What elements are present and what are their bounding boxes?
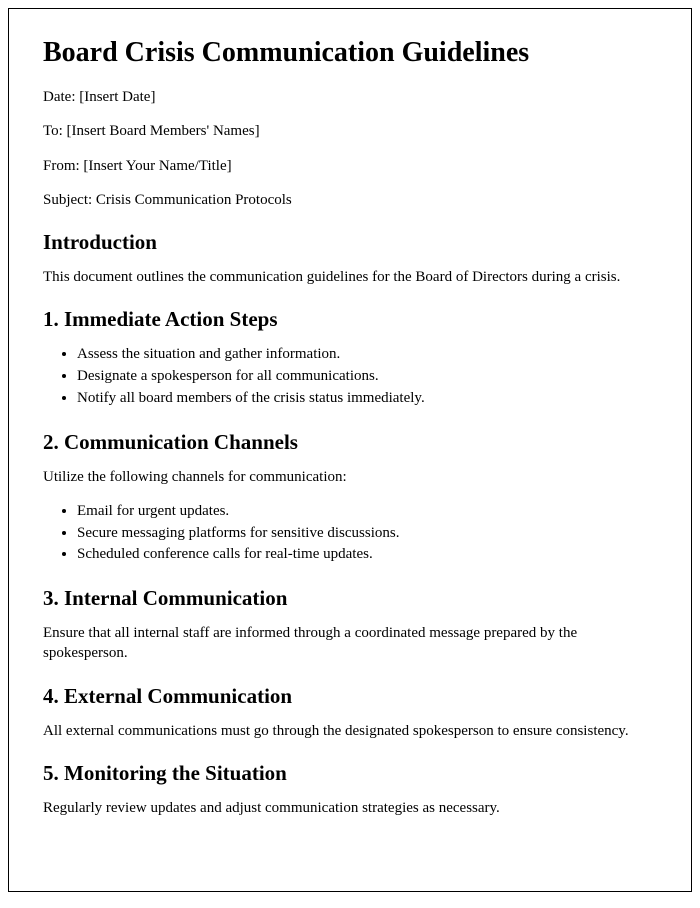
- heading-section-3: 3. Internal Communication: [43, 586, 657, 611]
- meta-date: Date: [Insert Date]: [43, 87, 657, 107]
- heading-introduction: Introduction: [43, 230, 657, 255]
- list-item: Secure messaging platforms for sensitive…: [77, 523, 657, 545]
- list-item: Email for urgent updates.: [77, 501, 657, 523]
- section-5-body: Regularly review updates and adjust comm…: [43, 798, 657, 818]
- heading-section-2: 2. Communication Channels: [43, 430, 657, 455]
- intro-body: This document outlines the communication…: [43, 267, 657, 287]
- heading-section-5: 5. Monitoring the Situation: [43, 761, 657, 786]
- list-item: Scheduled conference calls for real-time…: [77, 544, 657, 566]
- meta-from: From: [Insert Your Name/Title]: [43, 156, 657, 176]
- list-item: Assess the situation and gather informat…: [77, 344, 657, 366]
- page-title: Board Crisis Communication Guidelines: [43, 37, 657, 69]
- section-3-body: Ensure that all internal staff are infor…: [43, 623, 657, 664]
- list-item: Notify all board members of the crisis s…: [77, 388, 657, 410]
- section-2-lead: Utilize the following channels for commu…: [43, 467, 657, 487]
- heading-section-1: 1. Immediate Action Steps: [43, 307, 657, 332]
- heading-section-4: 4. External Communication: [43, 684, 657, 709]
- meta-to: To: [Insert Board Members' Names]: [43, 121, 657, 141]
- meta-subject: Subject: Crisis Communication Protocols: [43, 190, 657, 210]
- section-4-body: All external communications must go thro…: [43, 721, 657, 741]
- meta-block: Date: [Insert Date] To: [Insert Board Me…: [43, 87, 657, 210]
- list-section-1: Assess the situation and gather informat…: [77, 344, 657, 409]
- list-item: Designate a spokesperson for all communi…: [77, 366, 657, 388]
- document-page: Board Crisis Communication Guidelines Da…: [8, 8, 692, 892]
- list-section-2: Email for urgent updates. Secure messagi…: [77, 501, 657, 566]
